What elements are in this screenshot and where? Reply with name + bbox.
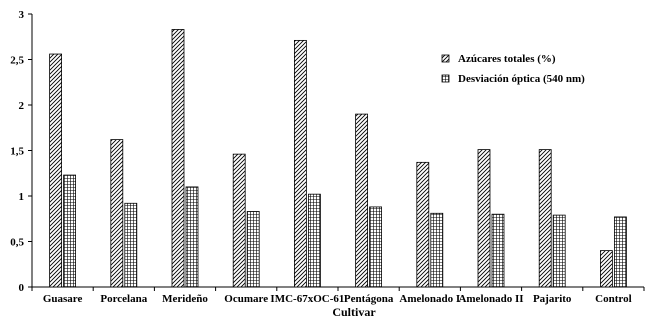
- y-tick-label: 1,5: [10, 146, 24, 158]
- x-category-label: Guasare: [43, 293, 83, 305]
- legend-label-1: Desviación óptica (540 nm): [458, 73, 585, 85]
- y-tick-label: 3: [19, 9, 25, 21]
- x-category-label: Pentágona: [344, 293, 394, 305]
- x-category-label: Control: [595, 293, 631, 305]
- bar-azucares-2: [171, 29, 185, 288]
- bar-desviacion-4: [307, 193, 321, 288]
- bar-azucares-1: [110, 139, 124, 288]
- bar-azucares-3: [232, 153, 246, 288]
- x-category-label: Pajarito: [533, 293, 572, 305]
- bar-azucares-9: [600, 250, 613, 288]
- bar-desviacion-1: [124, 202, 138, 288]
- bar-azucares-5: [355, 113, 369, 288]
- legend: Azúcares totales (%) Desviación óptica (5…: [441, 53, 585, 85]
- legend-swatch-1: [441, 74, 450, 83]
- bar-desviacion-8: [552, 214, 566, 288]
- x-category-label: Porcelana: [100, 293, 147, 305]
- bar-desviacion-5: [369, 206, 383, 288]
- bar-azucares-6: [416, 161, 430, 288]
- bar-desviacion-0: [63, 174, 76, 288]
- bar-desviacion-9: [614, 216, 627, 288]
- bar-desviacion-2: [185, 186, 199, 288]
- y-tick-label: 0,5: [10, 237, 24, 249]
- y-tick-label: 2: [19, 100, 25, 112]
- labels: 0 0,5 1 1,5 2 2,5 3 Guasare Porcelana Merideño Ocu…: [10, 9, 631, 319]
- bar-azucares-0: [49, 53, 62, 288]
- bar-desviacion-6: [430, 212, 444, 288]
- legend-swatch-0: [441, 54, 450, 63]
- bar-azucares-4: [293, 39, 307, 288]
- x-category-label: Ocumare: [224, 293, 268, 305]
- x-axis-title: Cultivar: [332, 305, 376, 319]
- bar-desviacion-7: [491, 213, 505, 288]
- bar-desviacion-3: [246, 211, 260, 288]
- bar-azucares-8: [538, 149, 552, 288]
- x-category-label: Amelonado II: [458, 293, 523, 305]
- bar-azucares-7: [477, 149, 491, 288]
- bars: [49, 29, 627, 288]
- y-tick-label: 2,5: [10, 55, 24, 67]
- y-tick-label: 1: [19, 191, 25, 203]
- x-category-label: IMC-67xOC-61: [270, 293, 344, 305]
- y-tick-label: 0: [19, 282, 25, 294]
- x-category-label: Merideño: [162, 293, 208, 305]
- legend-label-0: Azúcares totales (%): [458, 53, 556, 65]
- x-category-label: Amelonado I: [399, 293, 460, 305]
